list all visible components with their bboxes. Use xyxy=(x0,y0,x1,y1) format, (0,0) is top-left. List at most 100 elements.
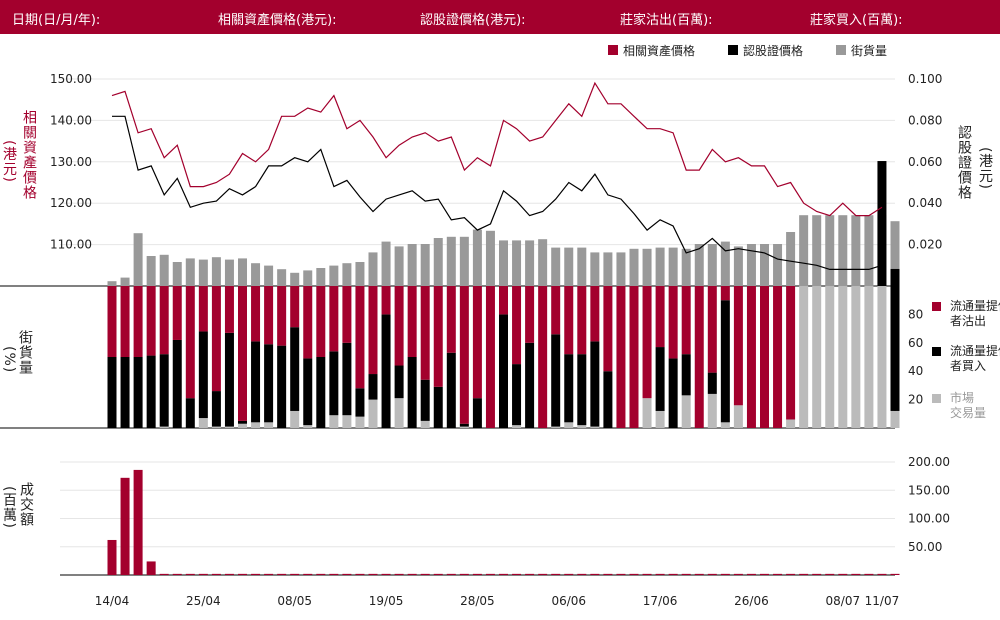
lp-buy-bar xyxy=(394,365,404,399)
lp-sell-bar xyxy=(512,286,522,365)
street-holding-bar xyxy=(525,240,535,286)
lp-sell-bar xyxy=(342,286,352,343)
lp-buy-bar xyxy=(381,314,391,428)
street-holding-bar xyxy=(890,221,900,286)
lp-sell-bar xyxy=(525,286,535,343)
turnover-bar xyxy=(499,573,508,575)
left-top-axis-unit: (港元) xyxy=(1,140,17,183)
right-axis-tick: 0.040 xyxy=(908,196,942,210)
street-holding-bar xyxy=(655,247,665,286)
lp-buy-bar xyxy=(590,341,600,427)
left-mid-axis-unit: (%) xyxy=(1,346,17,374)
turnover-bar xyxy=(707,573,717,575)
turnover-bar xyxy=(877,573,887,575)
left-bottom-axis-unit: (百萬) xyxy=(1,486,17,529)
street-holding-bar xyxy=(681,248,691,286)
turnover-bar xyxy=(433,573,443,575)
legend-swatch xyxy=(836,45,846,55)
turnover-bar xyxy=(329,573,339,575)
lp-buy-bar xyxy=(655,347,665,411)
lp-legend-swatch xyxy=(932,394,941,403)
lp-axis-tick: 60 xyxy=(908,336,923,350)
legend-label: 街貨量 xyxy=(851,43,887,58)
lp-sell-bar xyxy=(211,286,221,392)
lp-sell-bar xyxy=(316,286,326,357)
lp-sell-bar xyxy=(381,286,391,315)
turnover-bar xyxy=(825,573,835,575)
turnover-bar xyxy=(459,573,469,575)
street-holding-bar xyxy=(185,258,195,286)
lp-sell-bar xyxy=(485,286,495,428)
market-volume-bar xyxy=(877,286,887,428)
right-top-axis-unit: (港元) xyxy=(977,147,993,190)
left-top-axis-label: 相關資產價格 xyxy=(21,110,37,200)
lp-sell-bar xyxy=(564,286,574,355)
lp-buy-bar xyxy=(890,268,900,411)
lp-sell-bar xyxy=(368,286,378,375)
street-holding-bar xyxy=(564,247,574,286)
turnover-bar xyxy=(851,573,861,575)
street-holding-bar xyxy=(368,252,378,286)
legend-swatch xyxy=(608,45,618,55)
street-holding-bar xyxy=(551,247,561,286)
left-bottom-axis-label: 成交額 xyxy=(18,482,34,527)
warrant-price-line xyxy=(112,115,883,270)
lp-buy-bar xyxy=(446,352,456,428)
turnover-bar xyxy=(812,573,822,575)
lp-sell-bar xyxy=(329,286,339,352)
lp-buy-bar xyxy=(407,357,417,428)
street-holding-bar xyxy=(146,256,156,286)
turnover-bar xyxy=(381,573,391,575)
lp-buy-bar xyxy=(172,339,182,428)
street-holding-bar xyxy=(668,247,678,286)
street-holding-bar xyxy=(538,239,548,286)
lp-sell-bar xyxy=(446,286,456,353)
street-holding-bar xyxy=(407,244,417,286)
turnover-bar xyxy=(551,573,561,575)
lp-sell-bar xyxy=(394,286,404,366)
turnover-bar xyxy=(264,573,274,575)
lp-legend-label: 市場 xyxy=(950,390,974,405)
street-holding-bar xyxy=(499,240,508,286)
turnover-axis-tick: 100.00 xyxy=(908,512,950,526)
market-volume-bar xyxy=(577,425,587,428)
lp-sell-bar xyxy=(590,286,600,342)
street-holding-bar xyxy=(629,248,639,286)
turnover-bar xyxy=(185,573,195,575)
market-volume-bar xyxy=(264,422,274,428)
left-axis-tick: 110.00 xyxy=(50,238,92,252)
market-volume-bar xyxy=(681,395,691,428)
lp-legend-label: 者買入 xyxy=(950,359,986,373)
turnover-bar xyxy=(720,573,730,575)
left-mid-axis-label: 街貨量 xyxy=(17,330,33,375)
market-volume-bar xyxy=(303,425,313,428)
market-volume-bar xyxy=(733,405,743,428)
turnover-bar xyxy=(355,573,365,575)
x-axis-tick: 26/06 xyxy=(734,594,769,608)
street-holding-bar xyxy=(420,244,430,286)
legend-swatch xyxy=(728,45,738,55)
turnover-bar xyxy=(773,573,783,575)
x-axis-tick: 08/05 xyxy=(277,594,312,608)
bars-layer xyxy=(107,161,900,575)
lp-sell-bar xyxy=(303,286,313,359)
street-holding-bar xyxy=(642,248,652,286)
lp-sell-bar xyxy=(146,286,156,356)
header-bar: 日期(日/月/年): 相關資產價格(港元): 認股證價格(港元): 莊家沽出(百… xyxy=(0,0,1000,34)
turnover-bar xyxy=(668,573,678,575)
turnover-bar xyxy=(733,573,743,575)
asset-price-label: 相關資產價格(港元): xyxy=(218,13,337,28)
market-volume-bar xyxy=(355,416,365,428)
lp-buy-bar xyxy=(146,355,156,428)
market-volume-bar xyxy=(394,398,404,428)
street-holding-bar xyxy=(707,244,717,286)
lp-sell-bar xyxy=(251,286,261,342)
lp-sell-bar xyxy=(185,286,195,399)
x-axis-tick: 25/04 xyxy=(186,594,221,608)
lp-sell-bar xyxy=(120,286,130,357)
market-volume-bar xyxy=(720,422,730,428)
x-axis-tick: 28/05 xyxy=(460,594,495,608)
market-volume-bar xyxy=(329,415,339,428)
turnover-bar xyxy=(538,573,548,575)
lp-buy-bar xyxy=(420,379,430,421)
